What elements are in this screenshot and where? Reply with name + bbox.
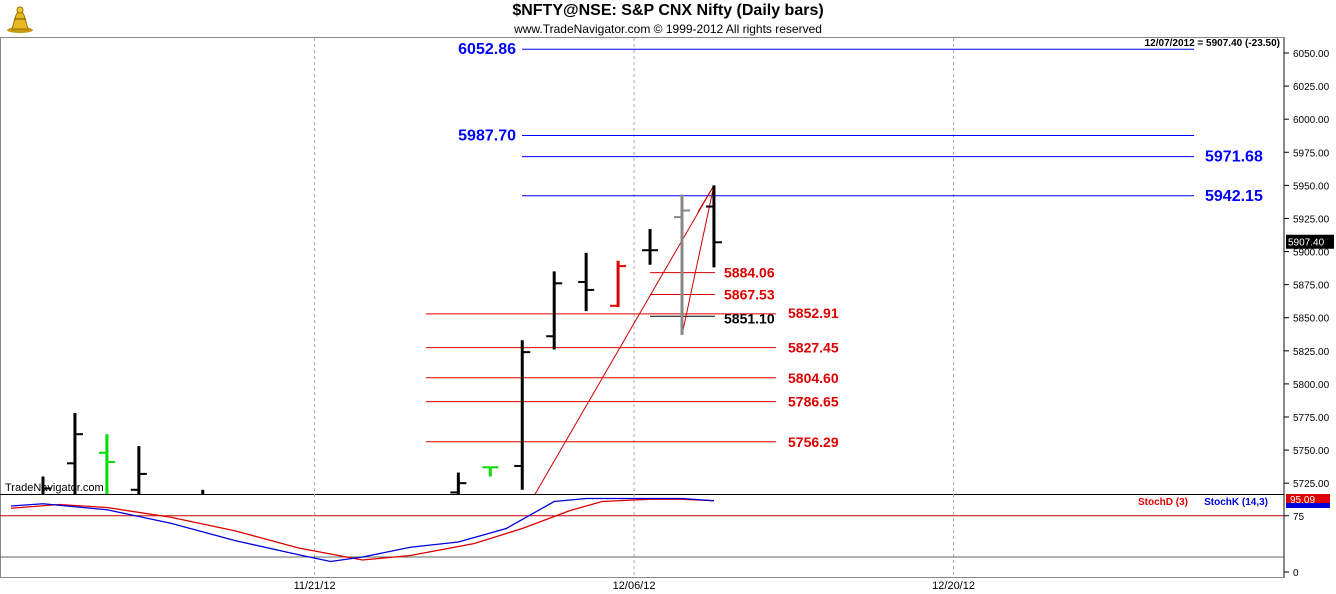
price-level-label: 5867.53 xyxy=(724,287,775,303)
ohlc-bar xyxy=(201,489,205,494)
fib-fan-line xyxy=(697,185,715,213)
price-level-label: 5756.29 xyxy=(788,434,839,450)
ohlc-bar xyxy=(674,194,690,335)
chart-frame xyxy=(0,37,1284,578)
price-level-label: 5971.68 xyxy=(1205,149,1263,166)
ohlc-bar xyxy=(642,229,659,265)
price-tick-label: 5825.00 xyxy=(1293,347,1330,358)
price-tick-label: 5800.00 xyxy=(1293,380,1330,391)
date-tick-label: 11/21/12 xyxy=(294,580,336,592)
price-tick-label: 5925.00 xyxy=(1293,214,1330,225)
copyright-notice: www.TradeNavigator.com © 1999-2012 All r… xyxy=(514,22,822,36)
price-levels: 6052.86 5987.70 5971.68 5942.15 5884.06 5867.… xyxy=(426,41,1263,450)
ohlc-bar xyxy=(66,413,83,494)
stoch-tick-label: 0 xyxy=(1293,568,1299,579)
price-level-label: 5827.45 xyxy=(788,340,839,356)
date-tick-label: 12/20/12 xyxy=(932,580,975,592)
stoch-tick-label: 75 xyxy=(1293,512,1305,523)
ohlc-bar xyxy=(546,271,563,350)
price-level-label: 5804.60 xyxy=(788,370,839,386)
price-level-label: 5884.06 xyxy=(724,265,775,281)
price-level-label: 5942.15 xyxy=(1205,188,1263,205)
ohlc-bar xyxy=(98,434,115,494)
ohlc-bar xyxy=(450,472,467,494)
stoch-last-value: 95.09 xyxy=(1290,495,1315,506)
price-axis-ticks: 5725.00 5750.00 5775.00 5800.00 5825.00 5850.… xyxy=(1284,49,1334,490)
ohlc-bar xyxy=(578,252,595,312)
price-tick-label: 5775.00 xyxy=(1293,413,1330,424)
gold-figure-logo-icon xyxy=(7,6,33,33)
stoch-legend-d: StochD (3) xyxy=(1138,497,1188,508)
chart-title: $NFTY@NSE: S&P CNX Nifty (Daily bars) xyxy=(512,2,824,19)
ohlc-bar xyxy=(482,466,499,477)
ohlc-bar xyxy=(514,340,531,490)
stoch-last-tag-red xyxy=(1286,494,1330,503)
price-tick-label: 5975.00 xyxy=(1293,148,1330,159)
stoch-series-line xyxy=(10,498,714,561)
price-level-label: 5786.65 xyxy=(788,394,839,410)
price-level-label: 5851.10 xyxy=(724,310,775,326)
price-level-label: 5987.70 xyxy=(458,127,516,144)
price-level-label: 5852.91 xyxy=(788,305,839,321)
watermark: TradeNavigator.com xyxy=(5,482,104,494)
last-price-readout: 12/07/2012 = 5907.40 (-23.50) xyxy=(1145,38,1280,49)
last-price-tag: 5907.40 xyxy=(1288,238,1325,249)
price-tick-label: 6000.00 xyxy=(1293,115,1330,126)
price-tick-label: 5900.00 xyxy=(1293,248,1330,259)
fib-fan-line xyxy=(681,185,715,336)
price-tick-label: 5725.00 xyxy=(1293,479,1330,490)
price-tick-label: 5850.00 xyxy=(1293,314,1330,325)
price-tick-label: 5750.00 xyxy=(1293,446,1330,457)
stochastic-pane: StochD (3) StochK (14,3) 0 75 95.09 xyxy=(0,494,1330,579)
vertical-gridlines xyxy=(314,38,955,577)
ohlc-bar xyxy=(130,446,147,494)
ohlc-bar xyxy=(41,476,51,494)
price-tick-label: 5950.00 xyxy=(1293,181,1330,192)
stoch-series-line xyxy=(11,497,714,563)
date-axis-ticks: 11/21/12 12/06/12 12/20/12 xyxy=(294,580,975,592)
stoch-legend-k: StochK (14,3) xyxy=(1204,497,1268,508)
fib-fan-lines xyxy=(534,185,715,494)
stoch-last-tag-blue xyxy=(1286,503,1330,508)
price-level-label: 6052.86 xyxy=(458,41,516,58)
date-tick-label: 12/06/12 xyxy=(613,580,656,592)
price-tick-label: 5875.00 xyxy=(1293,281,1330,292)
ohlc-bar xyxy=(705,185,722,268)
ohlc-bars xyxy=(41,185,722,494)
price-tick-label: 6050.00 xyxy=(1293,49,1330,60)
stoch-lines xyxy=(10,497,714,563)
ohlc-bar xyxy=(610,260,627,308)
fib-fan-line xyxy=(534,185,715,494)
price-tick-label: 6025.00 xyxy=(1293,82,1330,93)
last-price-tag-box xyxy=(1286,234,1334,249)
